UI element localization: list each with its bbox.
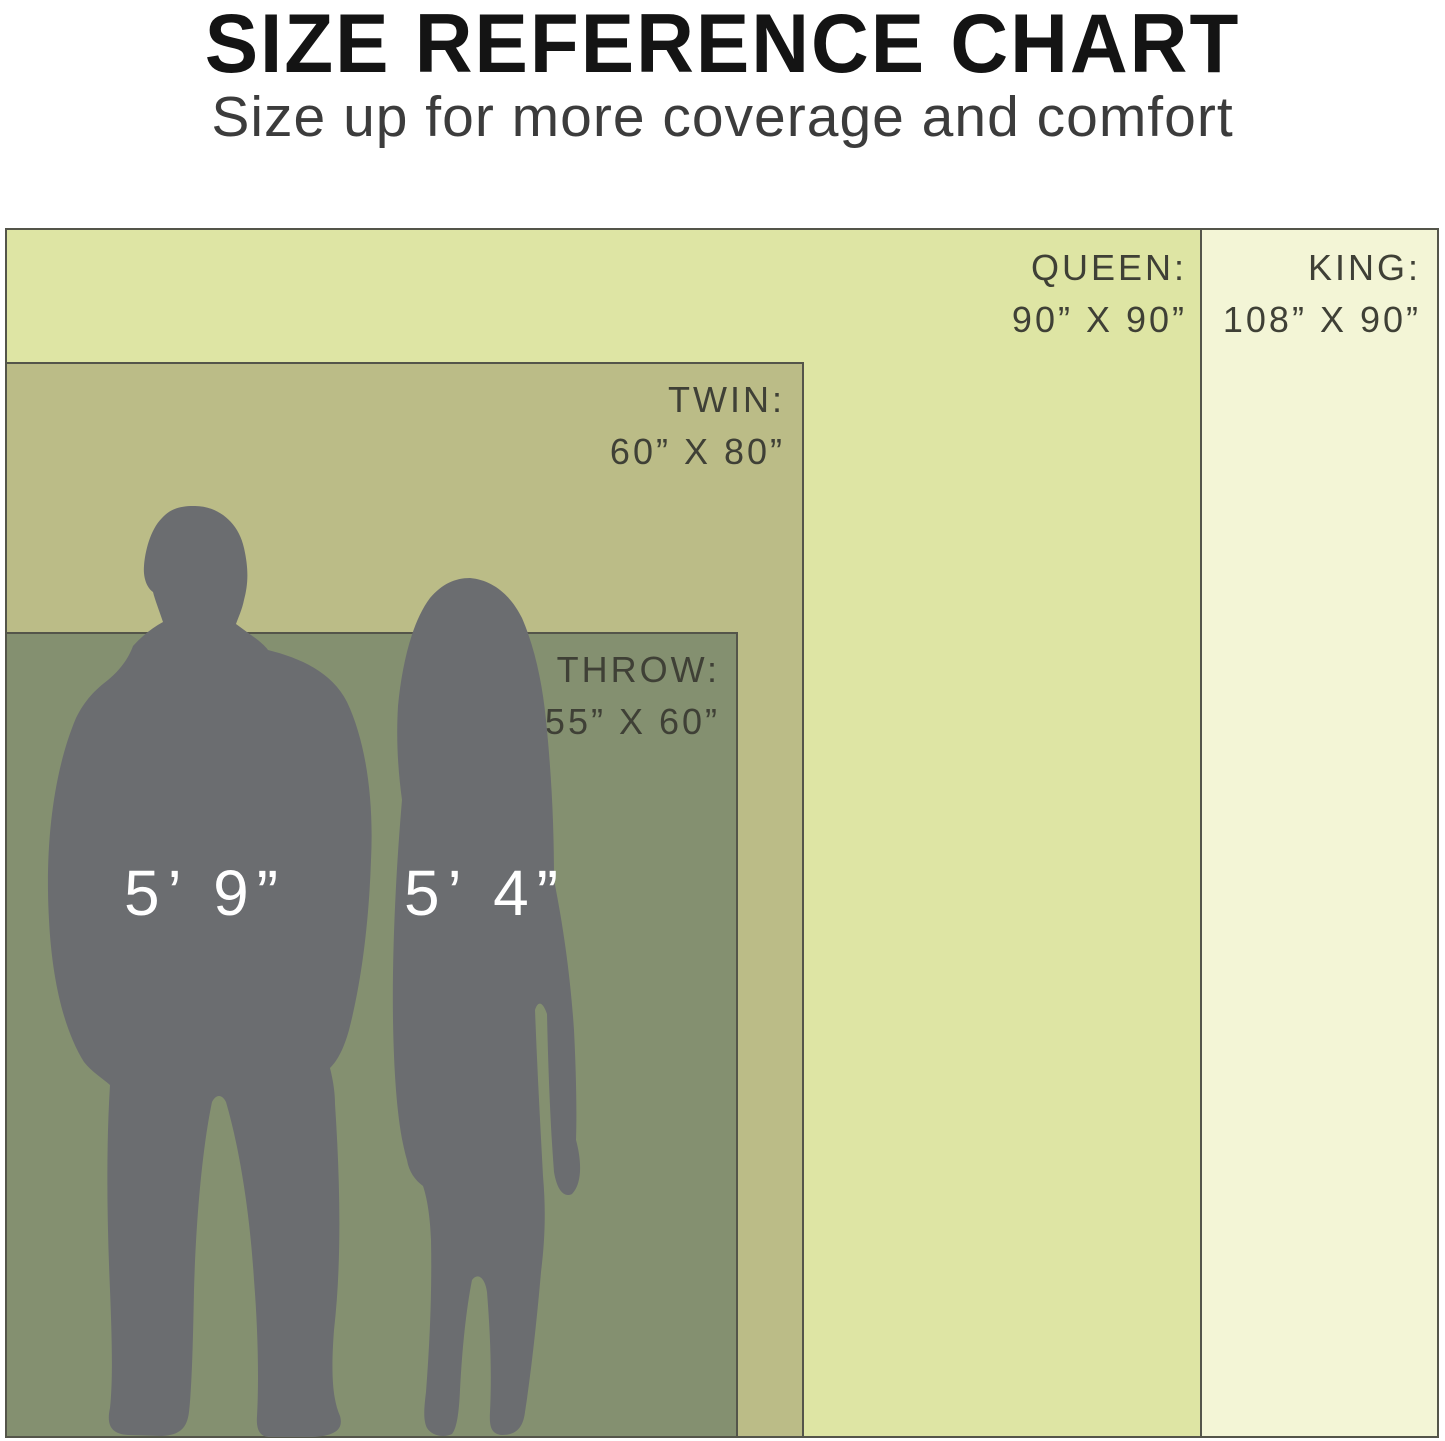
twin-size-dims: 60” X 80” [609, 431, 785, 472]
queen-size-dims: 90” X 90” [1011, 299, 1187, 340]
king-size-dims: 108” X 90” [1222, 299, 1421, 340]
throw-size-dims: 55” X 60” [544, 701, 720, 742]
man-height-label: 5’ 9” [123, 857, 287, 929]
throw-size-name: THROW: [556, 649, 720, 690]
king-size-label: KING: 108” X 90” [1223, 242, 1421, 346]
twin-size-name: TWIN: [668, 379, 785, 420]
king-size-name: KING: [1307, 247, 1421, 288]
woman-height-label: 5’ 4” [403, 857, 567, 929]
queen-size-label: QUEEN: 90” X 90” [1012, 242, 1187, 346]
queen-size-name: QUEEN: [1030, 247, 1187, 288]
man-silhouette [47, 505, 372, 1438]
header: SIZE REFERENCE CHART Size up for more co… [0, 0, 1445, 148]
throw-size-label: THROW: 55” X 60” [545, 644, 720, 748]
page-subtitle: Size up for more coverage and comfort [211, 85, 1234, 149]
twin-size-label: TWIN: 60” X 80” [610, 374, 785, 478]
page-title: SIZE REFERENCE CHART [204, 0, 1241, 90]
woman-silhouette [392, 578, 581, 1436]
